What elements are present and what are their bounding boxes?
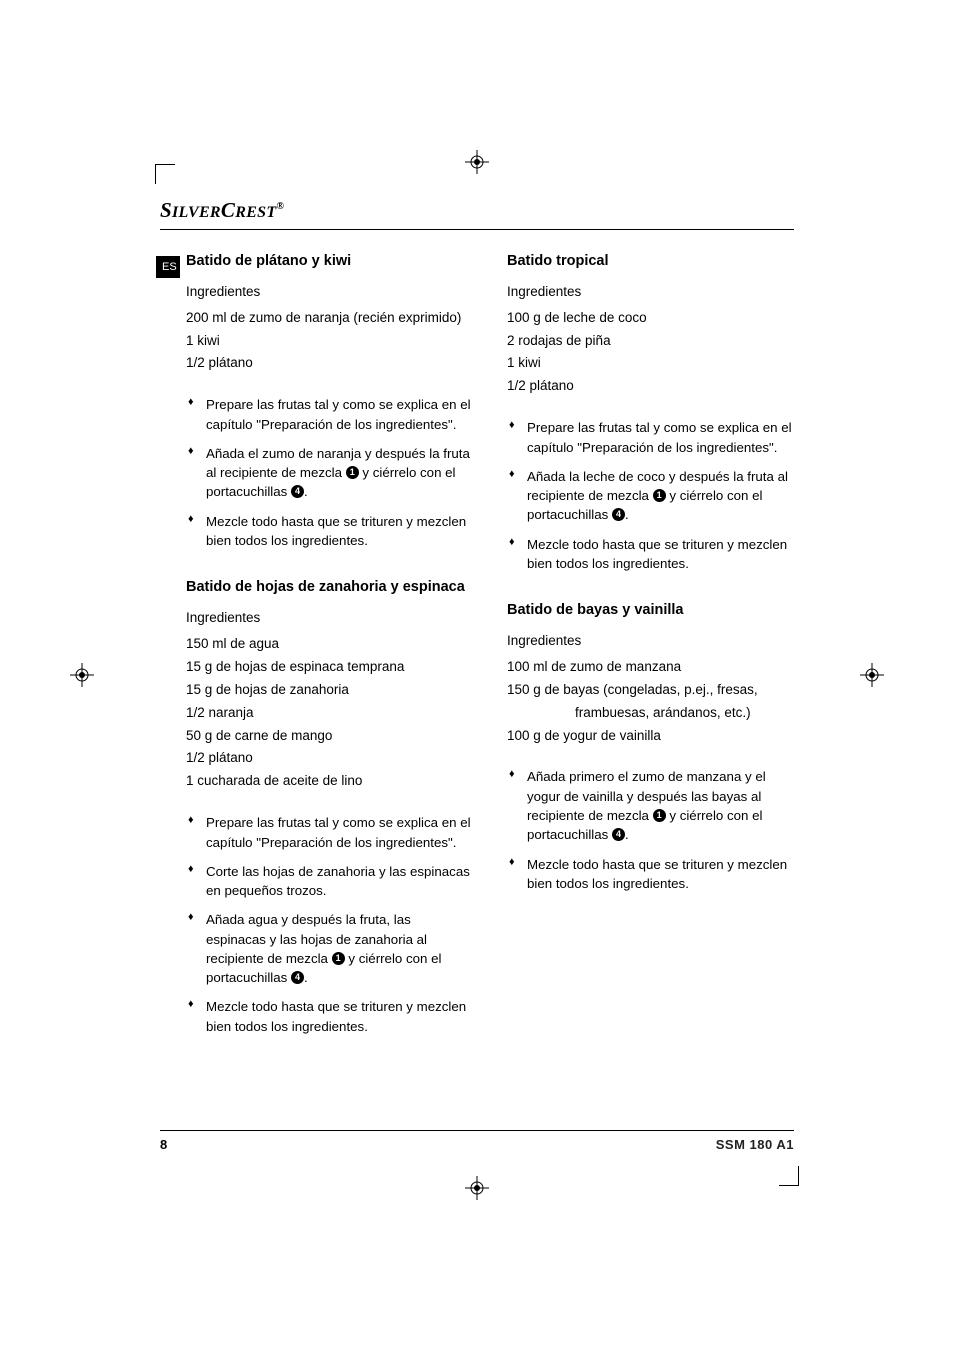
- ingredient: 1 kiwi: [507, 352, 794, 375]
- ref-icon: 4: [291, 971, 304, 984]
- ingredient: 1/2 naranja: [186, 702, 473, 725]
- recipe-title: Batido tropical: [507, 252, 794, 272]
- language-tab: ES: [156, 256, 180, 278]
- ingredients-heading: Ingredientes: [186, 284, 473, 299]
- model-number: SSM 180 A1: [716, 1137, 794, 1152]
- ingredients-list: 200 ml de zumo de naranja (recién exprim…: [186, 307, 473, 376]
- ingredient: 1 kiwi: [186, 330, 473, 353]
- ingredient: 150 g de bayas (congeladas, p.ej., fresa…: [507, 679, 794, 702]
- steps-list: Prepare las frutas tal y como se explica…: [186, 395, 473, 550]
- ingredient: 15 g de hojas de espinaca temprana: [186, 656, 473, 679]
- step: Mezcle todo hasta que se trituren y mezc…: [507, 535, 794, 574]
- page-content: SILVERCREST® ES Batido de plátano y kiwi…: [160, 198, 794, 1152]
- recipe-title: Batido de plátano y kiwi: [186, 252, 473, 272]
- ingredients-list: 100 g de leche de coco 2 rodajas de piña…: [507, 307, 794, 399]
- step: Añada la leche de coco y después la frut…: [507, 467, 794, 525]
- page-footer: 8 SSM 180 A1: [160, 1130, 794, 1152]
- registration-mark-icon: [70, 663, 94, 687]
- ingredients-heading: Ingredientes: [507, 633, 794, 648]
- step: Corte las hojas de zanahoria y las espin…: [186, 862, 473, 901]
- ingredient: 100 g de yogur de vainilla: [507, 725, 794, 748]
- left-column: Batido de plátano y kiwi Ingredientes 20…: [186, 252, 473, 1064]
- registration-mark-icon: [465, 1176, 489, 1200]
- ref-icon: 1: [653, 809, 666, 822]
- ingredient: 100 g de leche de coco: [507, 307, 794, 330]
- ingredient: 15 g de hojas de zanahoria: [186, 679, 473, 702]
- crop-mark: [155, 164, 175, 184]
- ingredient: 1/2 plátano: [186, 747, 473, 770]
- registration-mark-icon: [860, 663, 884, 687]
- step: Mezcle todo hasta que se trituren y mezc…: [507, 855, 794, 894]
- ingredients-list: 100 ml de zumo de manzana 150 g de bayas…: [507, 656, 794, 748]
- step: Añada primero el zumo de manzana y el yo…: [507, 767, 794, 844]
- step: Añada el zumo de naranja y después la fr…: [186, 444, 473, 502]
- ingredient: 50 g de carne de mango: [186, 725, 473, 748]
- ingredient: 1/2 plátano: [507, 375, 794, 398]
- ingredient: 150 ml de agua: [186, 633, 473, 656]
- ingredient: 1/2 plátano: [186, 352, 473, 375]
- ingredient: frambuesas, arándanos, etc.): [507, 702, 794, 725]
- ingredient: 200 ml de zumo de naranja (recién exprim…: [186, 307, 473, 330]
- step: Prepare las frutas tal y como se explica…: [186, 395, 473, 434]
- ref-icon: 4: [291, 485, 304, 498]
- ingredients-heading: Ingredientes: [186, 610, 473, 625]
- step: Prepare las frutas tal y como se explica…: [507, 418, 794, 457]
- registration-mark-icon: [465, 150, 489, 174]
- ref-icon: 4: [612, 508, 625, 521]
- ref-icon: 4: [612, 828, 625, 841]
- steps-list: Prepare las frutas tal y como se explica…: [186, 813, 473, 1036]
- steps-list: Añada primero el zumo de manzana y el yo…: [507, 767, 794, 893]
- step: Prepare las frutas tal y como se explica…: [186, 813, 473, 852]
- ingredient: 2 rodajas de piña: [507, 330, 794, 353]
- step: Añada agua y después la fruta, las espin…: [186, 910, 473, 987]
- ingredients-list: 150 ml de agua 15 g de hojas de espinaca…: [186, 633, 473, 794]
- recipe-title: Batido de bayas y vainilla: [507, 601, 794, 621]
- steps-list: Prepare las frutas tal y como se explica…: [507, 418, 794, 573]
- ingredient: 1 cucharada de aceite de lino: [186, 770, 473, 793]
- brand-logo: SILVERCREST®: [160, 198, 794, 230]
- recipe-title: Batido de hojas de zanahoria y espinaca: [186, 578, 473, 598]
- right-column: Batido tropical Ingredientes 100 g de le…: [507, 252, 794, 1064]
- step: Mezcle todo hasta que se trituren y mezc…: [186, 512, 473, 551]
- ref-icon: 1: [346, 466, 359, 479]
- ref-icon: 1: [653, 489, 666, 502]
- ingredient: 100 ml de zumo de manzana: [507, 656, 794, 679]
- ref-icon: 1: [332, 952, 345, 965]
- step: Mezcle todo hasta que se trituren y mezc…: [186, 997, 473, 1036]
- ingredients-heading: Ingredientes: [507, 284, 794, 299]
- page-number: 8: [160, 1137, 167, 1152]
- crop-mark: [779, 1166, 799, 1186]
